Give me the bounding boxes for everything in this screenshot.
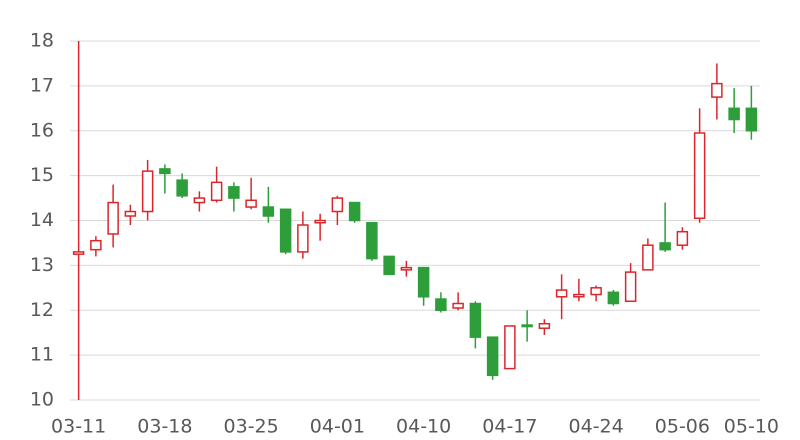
candle-body — [711, 82, 723, 98]
y-tick-label: 18 — [30, 30, 54, 52]
candle-body — [400, 266, 413, 271]
candle-body — [331, 197, 344, 213]
candle-body — [590, 287, 602, 296]
y-tick-label: 12 — [30, 299, 54, 321]
candle-body — [176, 179, 188, 197]
candle-body — [124, 210, 137, 217]
x-tick-label: 04-01 — [310, 416, 365, 438]
candle-body — [555, 289, 568, 298]
y-tick-label: 17 — [30, 74, 54, 96]
x-tick-label: 04-17 — [482, 416, 537, 438]
x-tick-label: 04-10 — [396, 416, 451, 438]
x-tick-label: 04-24 — [569, 416, 624, 438]
candle-body — [538, 322, 551, 329]
candle-body — [676, 230, 689, 246]
candle-body — [693, 132, 706, 220]
candle-body — [141, 170, 154, 213]
candle-body — [107, 201, 119, 235]
candle-body — [90, 239, 102, 251]
candle-body — [521, 324, 533, 328]
x-tick-label: 03-11 — [51, 416, 106, 438]
candle-body — [159, 168, 171, 175]
candle-body — [745, 107, 758, 132]
candle-body — [469, 302, 482, 338]
y-tick-label: 14 — [30, 209, 54, 231]
candle-body — [573, 293, 585, 298]
candle-body — [279, 208, 292, 253]
candle-body — [193, 197, 206, 204]
y-tick-label: 16 — [30, 119, 54, 141]
candle-body — [607, 291, 620, 305]
candle-body — [262, 206, 275, 217]
y-tick-label: 10 — [30, 389, 54, 411]
x-tick-label: 03-18 — [137, 416, 192, 438]
candle-body — [642, 244, 654, 271]
candle-body — [486, 336, 499, 377]
candle-body — [383, 255, 395, 276]
candle-body — [72, 251, 85, 255]
x-tick-label: 05-10 — [724, 416, 779, 438]
candle-body — [245, 199, 257, 208]
candle-body — [314, 219, 326, 224]
candle-body — [366, 221, 378, 260]
candle-body — [452, 302, 464, 309]
candle-body — [297, 224, 309, 253]
candle-body — [659, 242, 671, 251]
y-tick-label: 13 — [30, 254, 54, 276]
y-tick-label: 11 — [30, 344, 54, 366]
y-tick-label: 15 — [30, 164, 54, 186]
candle-body — [228, 186, 240, 199]
candle-body — [210, 181, 223, 202]
candle-body — [348, 201, 361, 222]
candle-body — [417, 266, 430, 298]
x-tick-label: 05-06 — [655, 416, 710, 438]
candle-body — [504, 325, 516, 370]
candle-body — [624, 271, 637, 303]
candle-body — [728, 107, 740, 121]
x-tick-label: 03-25 — [224, 416, 279, 438]
candle-body — [435, 298, 447, 311]
